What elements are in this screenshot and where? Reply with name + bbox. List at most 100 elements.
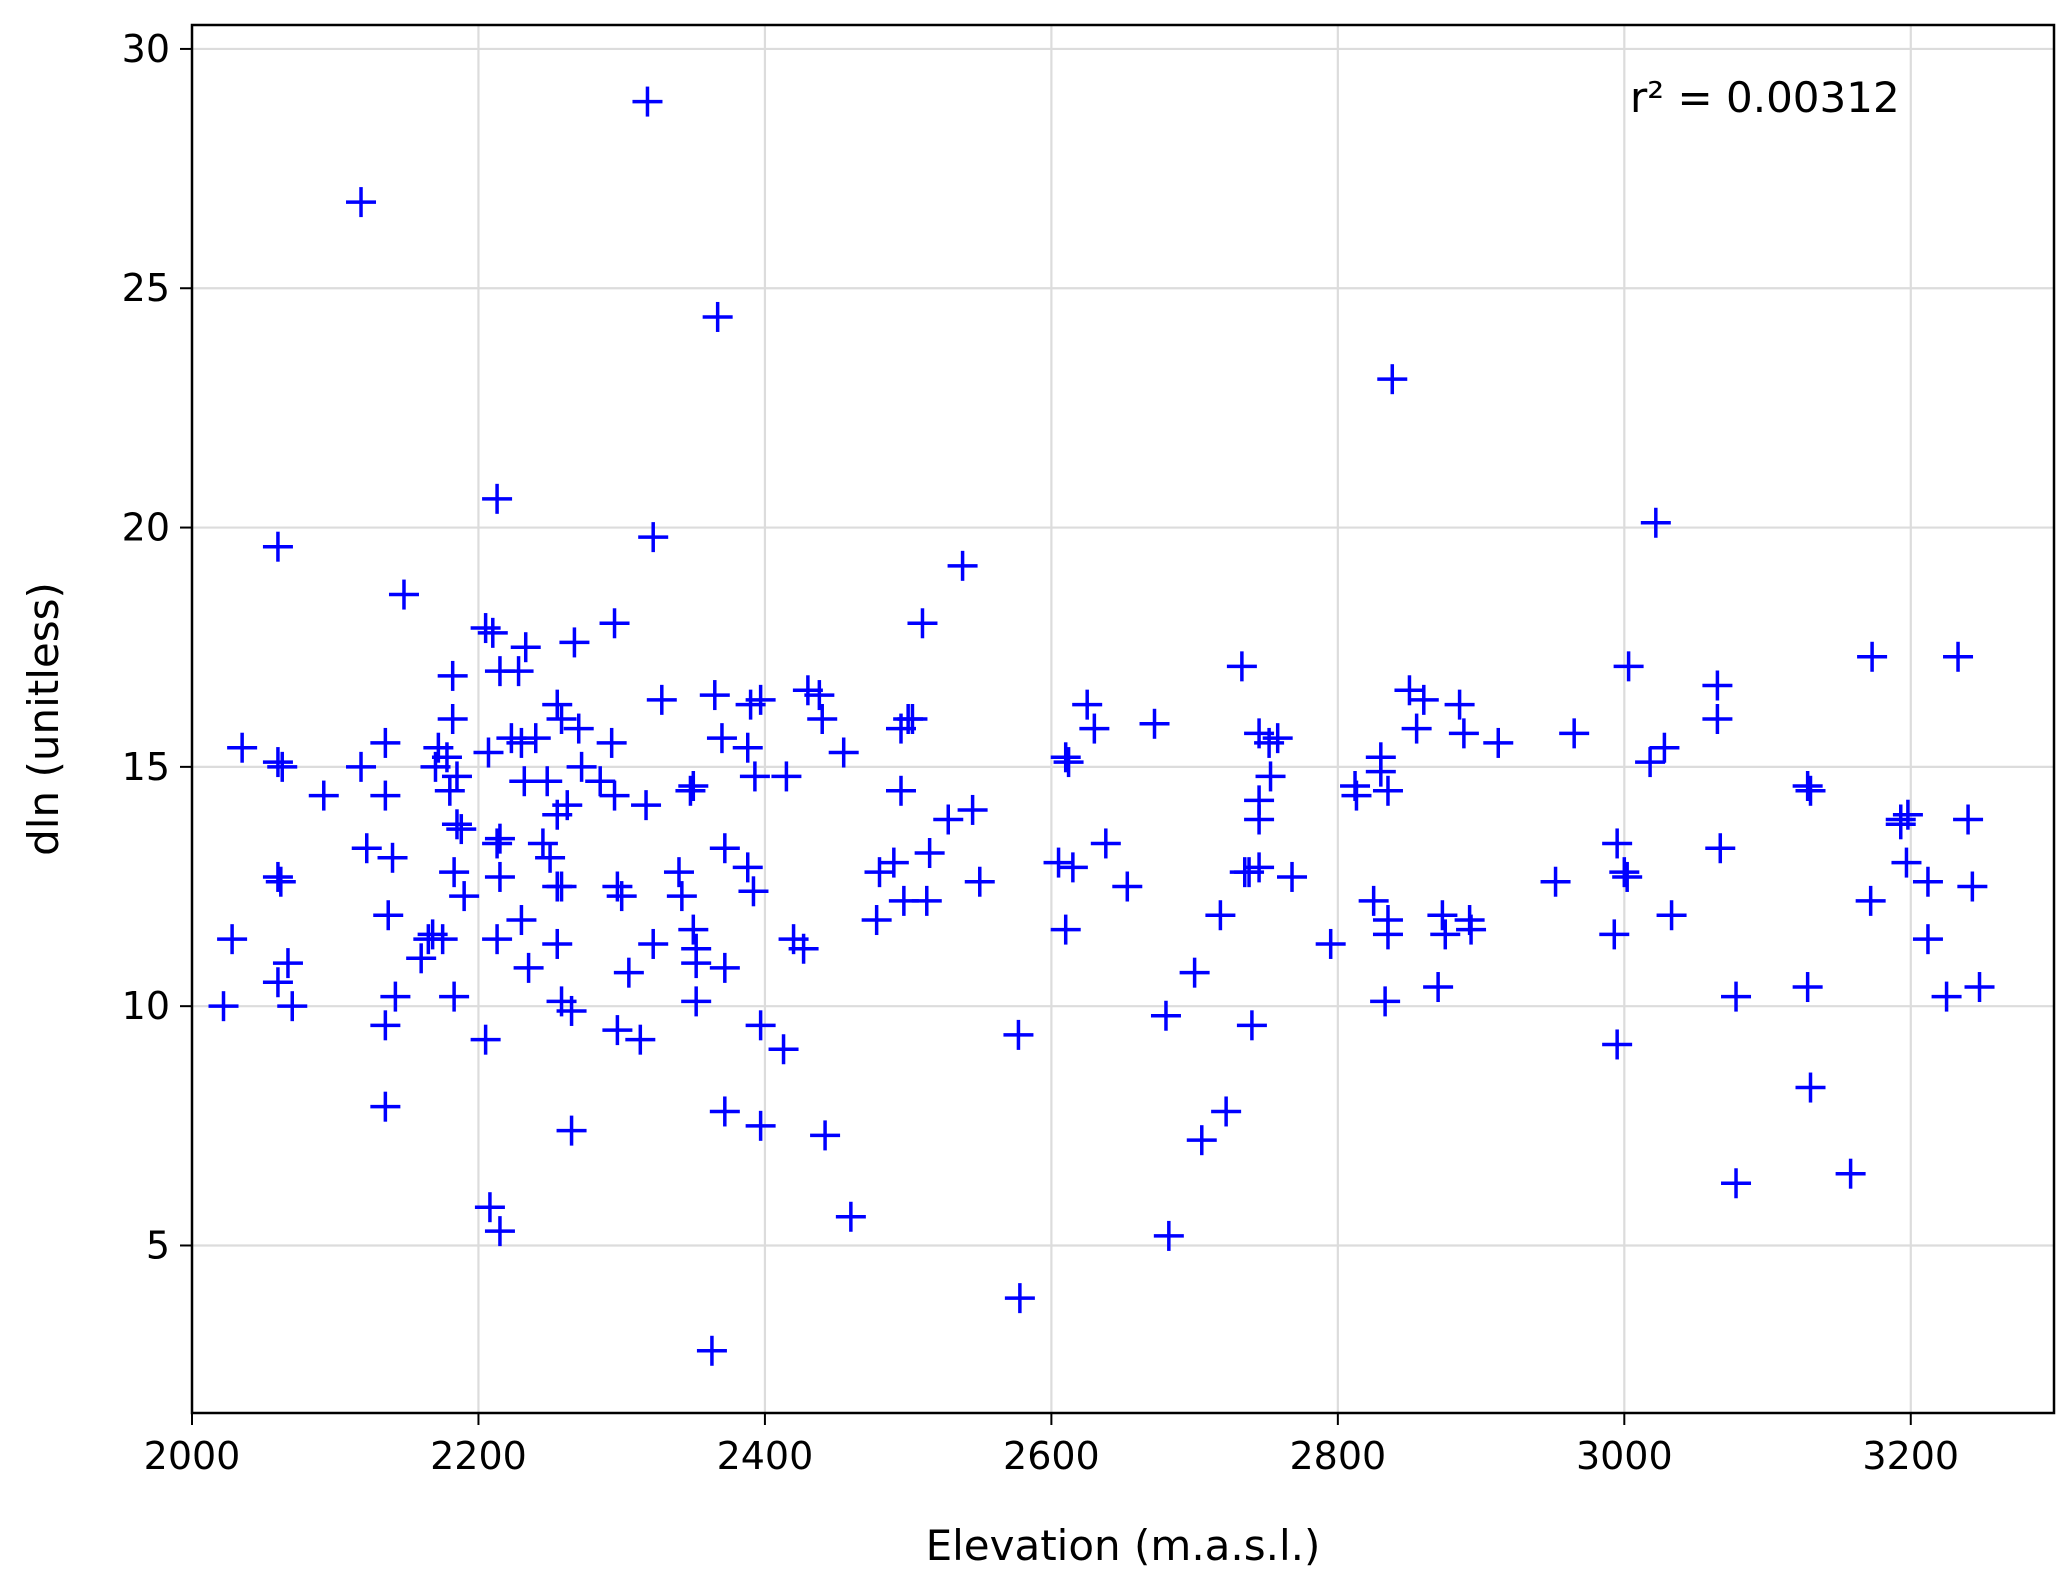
x-axis-label: Elevation (m.a.s.l.) [926, 1521, 1321, 1570]
data-point [1795, 1072, 1826, 1103]
data-point [406, 943, 437, 974]
data-point [446, 814, 477, 845]
plot-frame [190, 23, 2056, 1415]
data-point [474, 1192, 505, 1223]
data-point [1358, 885, 1389, 916]
data-point [1953, 804, 1984, 835]
data-point [351, 833, 382, 864]
data-point [1050, 742, 1081, 773]
data-point [380, 981, 411, 1012]
y-tick-label: 25 [122, 266, 170, 310]
data-point [1721, 1168, 1752, 1199]
data-point [706, 723, 737, 754]
data-point [745, 1010, 776, 1041]
data-point [431, 742, 462, 773]
x-tick-label: 2800 [1289, 1434, 1386, 1478]
data-point [1792, 972, 1823, 1003]
data-point [370, 727, 401, 758]
data-point [272, 948, 303, 979]
data-point [1599, 919, 1630, 950]
data-point [1004, 1283, 1035, 1314]
data-point [678, 771, 709, 802]
data-point [506, 727, 537, 758]
data-point [262, 967, 293, 998]
y-tick-label: 10 [122, 984, 170, 1028]
data-point [1277, 861, 1308, 892]
data-point [1612, 861, 1643, 892]
data-point [745, 684, 776, 715]
data-point [542, 689, 573, 720]
data-point [484, 861, 515, 892]
data-point [1003, 1019, 1034, 1050]
data-point [681, 948, 712, 979]
data-point [439, 981, 470, 1012]
data-point [482, 924, 513, 955]
data-point [878, 847, 909, 878]
data-point [632, 86, 663, 117]
data-point [681, 986, 712, 1017]
data-point [470, 1024, 501, 1055]
data-point [208, 991, 239, 1022]
data-point [1072, 689, 1103, 720]
data-point [1705, 833, 1736, 864]
data-point [506, 905, 537, 936]
data-points [208, 86, 1995, 1366]
data-point [957, 794, 988, 825]
data-point [596, 727, 627, 758]
data-point [709, 952, 740, 983]
data-point [638, 522, 669, 553]
data-point [1341, 780, 1372, 811]
data-point [1613, 651, 1644, 682]
data-point [473, 737, 504, 768]
data-point [1892, 799, 1923, 830]
data-point [732, 852, 763, 883]
data-point [1857, 641, 1888, 672]
data-point [217, 924, 248, 955]
data-point [1226, 651, 1257, 682]
data-point [1153, 1220, 1184, 1251]
data-point [1090, 828, 1121, 859]
data-point [1057, 852, 1088, 883]
data-point [377, 842, 408, 873]
data-point [527, 828, 558, 859]
data-point [439, 857, 470, 888]
data-point [1150, 1000, 1181, 1031]
data-point [738, 876, 769, 907]
data-point [709, 1096, 740, 1127]
data-point [510, 632, 541, 663]
data-point [265, 866, 296, 897]
data-point [1964, 972, 1995, 1003]
data-point [441, 809, 472, 840]
x-tick-label: 3200 [1862, 1434, 1959, 1478]
data-point [835, 1201, 866, 1232]
data-point [1602, 828, 1633, 859]
data-point [1401, 713, 1432, 744]
data-point [1792, 771, 1823, 802]
data-point [828, 737, 859, 768]
data-point [437, 660, 468, 691]
data-point [1609, 857, 1640, 888]
data-point [1448, 718, 1479, 749]
data-point [663, 857, 694, 888]
data-point [1540, 866, 1571, 897]
data-point [563, 713, 594, 744]
data-point [1112, 871, 1143, 902]
data-point [739, 761, 770, 792]
data-point [810, 1120, 841, 1151]
data-point [638, 928, 669, 959]
data-point [262, 531, 293, 562]
data-point [477, 617, 508, 648]
data-point [1891, 847, 1922, 878]
data-point [434, 775, 465, 806]
data-point [1315, 928, 1346, 959]
data-point [441, 761, 472, 792]
data-point [535, 842, 566, 873]
data-point [1236, 1010, 1267, 1041]
y-tick-label: 15 [122, 745, 170, 789]
data-point [675, 775, 706, 806]
y-axis-label: dln (unitless) [19, 582, 68, 856]
data-point [1721, 981, 1752, 1012]
data-point [542, 928, 573, 959]
data-point [482, 828, 513, 859]
data-point [1372, 919, 1403, 950]
